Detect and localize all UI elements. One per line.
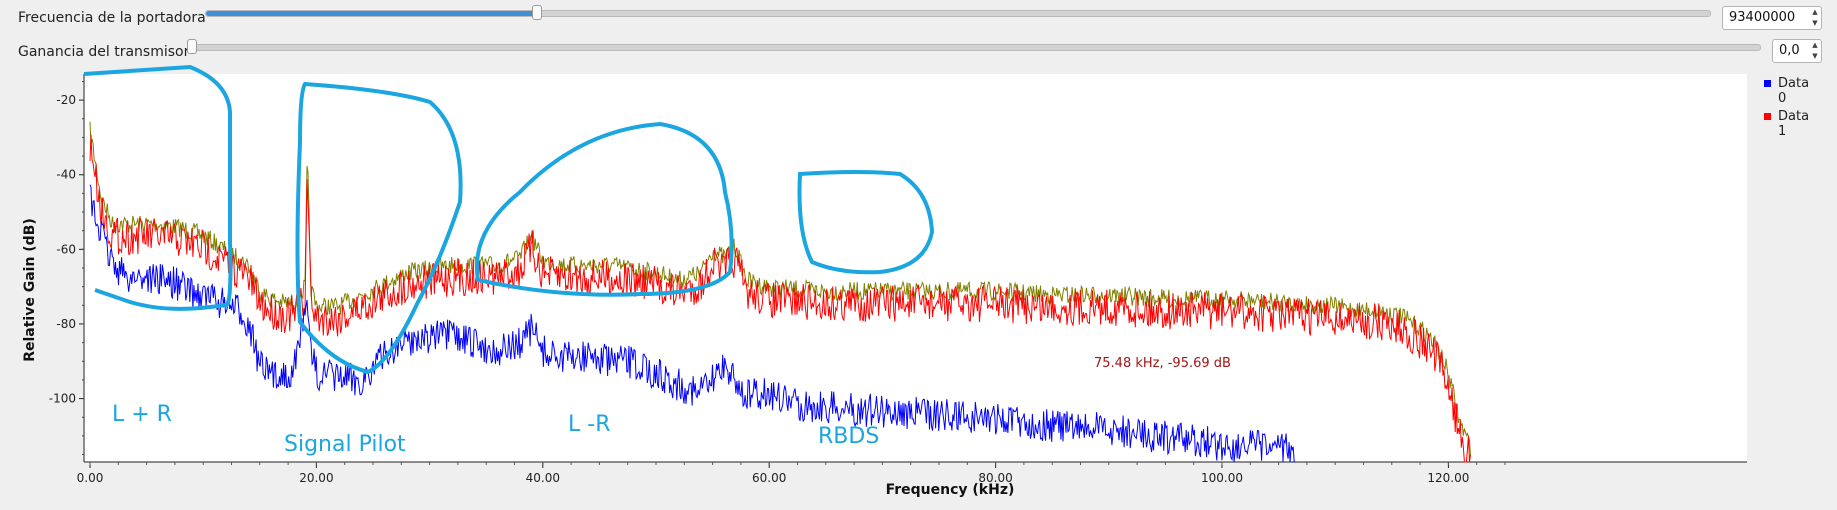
annotation-loop-rbds bbox=[797, 170, 935, 275]
series-line-data-1 bbox=[89, 134, 1471, 463]
transmitter-gain-label: Ganancia del transmisor bbox=[18, 44, 190, 60]
annotation-loop-l-plus-r bbox=[83, 64, 233, 311]
y-tick-label: -100 bbox=[49, 392, 76, 406]
hover-readout: 75.48 kHz, -95.69 dB bbox=[1094, 356, 1231, 371]
plot-canvas[interactable] bbox=[84, 74, 1747, 462]
annotation-layer bbox=[83, 64, 935, 375]
transmitter-gain-row: Ganancia del transmisor 0,0 ▲ ▼ bbox=[0, 38, 1837, 68]
x-tick-label: 20.00 bbox=[299, 471, 333, 485]
carrier-frequency-slider[interactable] bbox=[205, 5, 1711, 20]
chevron-down-icon[interactable]: ▼ bbox=[1812, 52, 1818, 60]
x-tick-label: 60.00 bbox=[752, 471, 786, 485]
series-line-data-1-peak bbox=[89, 121, 1471, 456]
legend-label-data-0: Data 0 bbox=[1778, 76, 1810, 106]
y-axis-title: Relative Gain (dB) bbox=[22, 218, 38, 362]
x-axis-title: Frequency (kHz) bbox=[885, 482, 1015, 498]
annotation-rbds: RBDS bbox=[818, 424, 880, 449]
y-tick-label: -80 bbox=[56, 317, 76, 331]
chevron-down-icon[interactable]: ▼ bbox=[1812, 19, 1818, 27]
annotation-l-minus-r: L -R bbox=[568, 412, 611, 437]
annotation-loop-l-minus-r bbox=[475, 121, 734, 297]
x-tick-label: 40.00 bbox=[526, 471, 560, 485]
carrier-frequency-row: Frecuencia de la portadora 93400000 ▲ ▼ bbox=[0, 4, 1837, 34]
chevron-up-icon[interactable]: ▲ bbox=[1812, 41, 1818, 49]
spectrum-chart[interactable]: -20 -40 -60 -80 -100 0.00 20.00 40.00 60.00 80.00… bbox=[0, 62, 1837, 510]
legend-label-data-1: Data 1 bbox=[1778, 109, 1810, 139]
x-tick-label: 80.00 bbox=[978, 471, 1012, 485]
y-tick-label: -20 bbox=[56, 93, 76, 107]
carrier-frequency-value[interactable]: 93400000 bbox=[1729, 10, 1796, 25]
x-tick-label: 0.00 bbox=[77, 471, 104, 485]
carrier-frequency-label: Frecuencia de la portadora bbox=[18, 10, 206, 26]
legend-swatch-data-1 bbox=[1764, 113, 1771, 120]
carrier-frequency-stepper[interactable]: ▲ ▼ bbox=[1809, 7, 1821, 29]
carrier-frequency-slider-handle[interactable] bbox=[531, 5, 542, 20]
annotation-signal-pilot: Signal Pilot bbox=[284, 432, 406, 457]
y-tick-label: -60 bbox=[56, 242, 76, 256]
carrier-frequency-slider-fill bbox=[206, 11, 537, 16]
x-tick-label: 120.00 bbox=[1427, 471, 1469, 485]
series-layer bbox=[89, 121, 1471, 463]
transmitter-gain-slider-handle[interactable] bbox=[187, 39, 197, 54]
chevron-up-icon[interactable]: ▲ bbox=[1812, 8, 1818, 16]
transmitter-gain-value[interactable]: 0,0 bbox=[1779, 43, 1800, 58]
annotation-loop-signal-pilot bbox=[295, 81, 463, 375]
spectrum-plot[interactable]: -20 -40 -60 -80 -100 0.00 20.00 40.00 60.00 80.00… bbox=[0, 62, 1837, 510]
carrier-frequency-spinbox[interactable]: 93400000 ▲ ▼ bbox=[1722, 6, 1822, 30]
annotation-l-plus-r: L + R bbox=[112, 402, 172, 427]
series-line-data-0 bbox=[89, 184, 1296, 463]
transmitter-gain-slider[interactable] bbox=[187, 39, 1761, 54]
transmitter-gain-spinbox[interactable]: 0,0 ▲ ▼ bbox=[1772, 39, 1822, 63]
legend-swatch-data-0 bbox=[1764, 80, 1771, 87]
y-tick-label: -40 bbox=[56, 168, 76, 182]
x-tick-label: 100.00 bbox=[1201, 471, 1243, 485]
transmitter-gain-stepper[interactable]: ▲ ▼ bbox=[1809, 40, 1821, 62]
